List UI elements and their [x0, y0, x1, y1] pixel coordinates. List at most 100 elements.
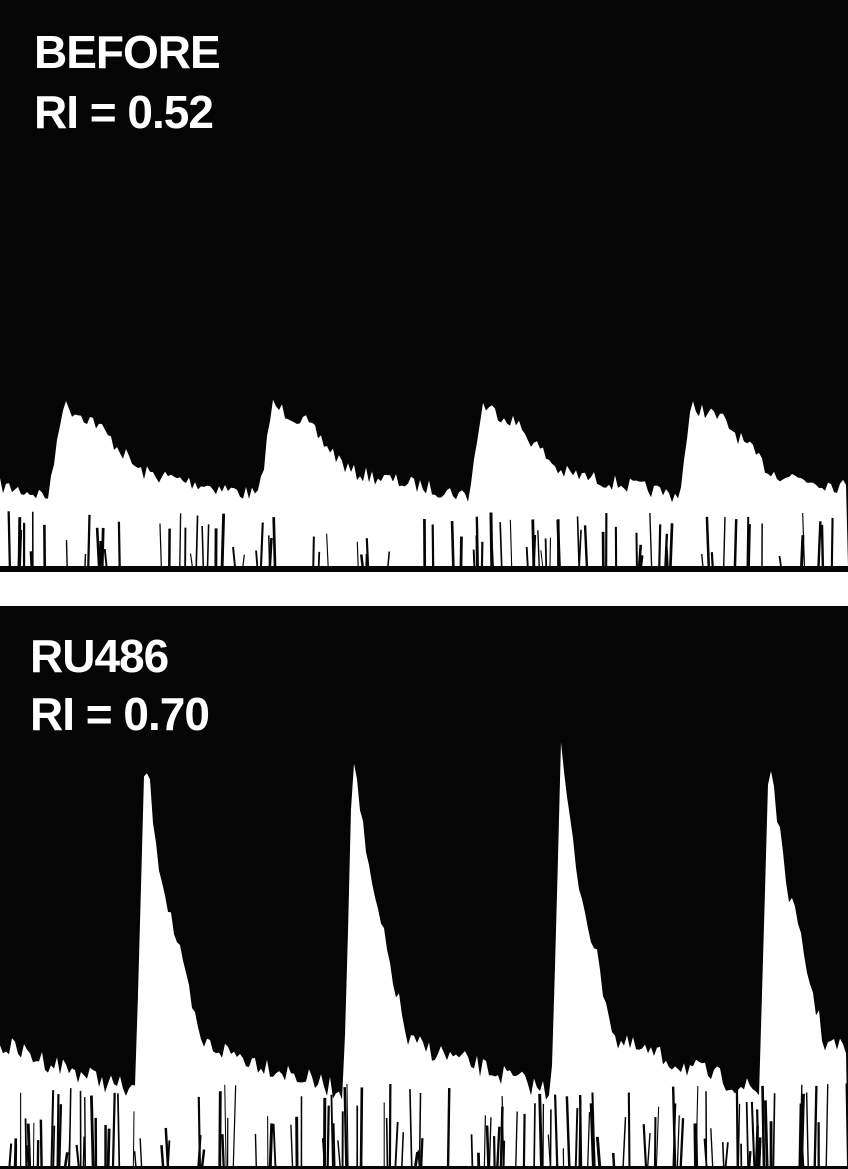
waveform-shape — [317, 551, 321, 567]
waveform-shape — [757, 1137, 762, 1169]
waveform-shape — [385, 1118, 389, 1169]
waveform-shape — [58, 1104, 63, 1169]
waveform-shape — [470, 1134, 474, 1169]
waveform-shape — [8, 1143, 13, 1169]
waveform-shape — [356, 541, 359, 567]
waveform-shape — [133, 1151, 137, 1169]
waveform-shape — [232, 546, 236, 567]
waveform-shape — [409, 1089, 413, 1169]
waveform-shape — [132, 1111, 135, 1169]
waveform-shape — [549, 537, 552, 567]
waveform-shape — [701, 554, 704, 567]
waveform-shape — [710, 552, 714, 567]
waveform-shape — [747, 524, 751, 567]
waveform-shape — [63, 1152, 69, 1169]
waveform-shape — [576, 516, 580, 567]
panel-label: RU486 — [30, 630, 168, 682]
waveform-shape — [710, 1128, 714, 1169]
waveform-shape — [117, 1093, 121, 1169]
waveform-shape — [56, 1094, 60, 1169]
waveform-shape — [337, 1140, 342, 1169]
waveform-shape — [95, 527, 101, 567]
waveform-shape — [537, 530, 540, 567]
waveform-shape — [75, 1144, 80, 1169]
waveform-shape — [800, 1093, 805, 1169]
waveform-shape — [611, 1152, 616, 1169]
waveform-shape — [540, 550, 544, 567]
waveform-shape — [13, 1138, 18, 1169]
waveform-shape — [772, 1093, 776, 1169]
waveform-shape — [17, 517, 22, 567]
waveform-shape — [637, 544, 643, 567]
waveform-shape — [525, 547, 529, 567]
waveform-shape — [679, 1118, 685, 1169]
waveform-shape — [84, 1097, 87, 1169]
panel-label: BEFORE — [34, 26, 220, 78]
waveform-shape — [312, 536, 315, 567]
waveform-shape — [332, 1123, 336, 1169]
waveform-ru486 — [0, 742, 848, 1169]
waveform-shape — [544, 538, 548, 567]
waveform-shape — [255, 550, 259, 567]
waveform-shape — [195, 515, 199, 567]
waveform-shape — [259, 522, 264, 567]
waveform-shape — [622, 1117, 627, 1169]
waveform-shape — [326, 1105, 330, 1169]
waveform-shape — [590, 1114, 596, 1169]
waveform-shape — [413, 1151, 419, 1169]
waveform-shape — [218, 1091, 222, 1169]
waveform-shape — [664, 533, 669, 567]
waveform-before — [0, 399, 848, 567]
waveform-shape — [290, 1124, 294, 1169]
waveform-shape — [103, 548, 108, 567]
waveform-shape — [420, 1138, 424, 1169]
waveform-shape — [268, 535, 271, 567]
waveform-shape — [733, 519, 738, 567]
waveform-shape — [401, 1132, 405, 1169]
waveform-shape — [502, 1140, 506, 1169]
waveform-shape — [578, 529, 582, 567]
waveform-shape — [343, 1087, 348, 1169]
waveform-shape — [676, 1115, 680, 1169]
waveform-shape — [499, 522, 503, 567]
waveform-shape — [565, 1096, 571, 1169]
waveform-shape — [359, 1087, 364, 1169]
waveform-shape — [418, 1092, 422, 1169]
waveform-shape — [0, 399, 848, 566]
waveform-shape — [488, 1117, 492, 1169]
waveform-shape — [705, 516, 711, 567]
waveform-shape — [627, 1092, 631, 1169]
waveform-shape — [574, 1108, 579, 1169]
waveform-shape — [472, 549, 476, 567]
waveform-shape — [813, 1085, 818, 1169]
waveform-shape — [658, 524, 662, 567]
waveform-shape — [89, 1095, 95, 1169]
waveform-shape — [272, 1123, 277, 1169]
waveform-shape — [26, 1145, 30, 1169]
waveform-shape — [805, 1092, 809, 1169]
waveform-shape — [0, 742, 848, 1166]
waveform-shape — [799, 1084, 803, 1169]
waveform-shape — [24, 1118, 28, 1169]
waveform-shape — [160, 1145, 165, 1169]
waveform-shape — [820, 524, 825, 567]
waveform-shape — [499, 1106, 504, 1169]
waveform-shape — [496, 1126, 501, 1169]
waveform-shape — [201, 525, 205, 567]
waveform-shape — [509, 519, 513, 567]
waveform-shape — [394, 1121, 399, 1169]
waveform-shape — [583, 525, 589, 567]
waveform-shape — [522, 1113, 526, 1169]
waveform-shape — [750, 1101, 756, 1169]
waveform-shape — [450, 521, 455, 567]
ri-label: RI = 0.70 — [30, 688, 209, 740]
waveform-shape — [39, 1119, 43, 1169]
waveform-shape — [586, 1112, 591, 1169]
waveform-shape — [724, 1142, 729, 1169]
waveform-shape — [745, 1101, 750, 1169]
waveform-shape — [387, 551, 391, 567]
waveform-shape — [50, 1090, 55, 1169]
waveform-shape — [735, 1088, 739, 1169]
